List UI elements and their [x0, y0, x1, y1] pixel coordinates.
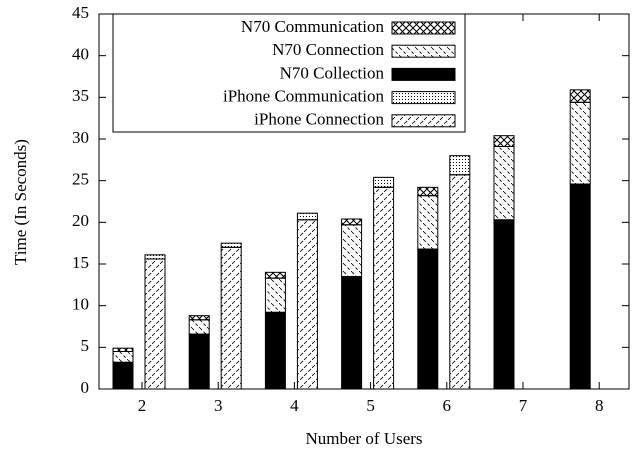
bar-segment	[188, 333, 210, 390]
bar-segment	[341, 276, 363, 390]
legend-swatch	[391, 21, 456, 35]
y-tick-label: 30	[72, 128, 89, 147]
bar-segment	[569, 183, 591, 390]
bar-segment	[220, 242, 242, 248]
bar-segment	[569, 101, 591, 185]
legend-label: iPhone Communication	[223, 87, 385, 106]
y-tick-label: 10	[72, 295, 89, 314]
bar-segment	[493, 146, 515, 221]
y-tick-label: 5	[81, 336, 90, 355]
bar-segment	[373, 176, 395, 188]
bar-segment	[264, 271, 286, 279]
bar-segment	[417, 186, 439, 197]
bar-segment	[341, 218, 363, 226]
legend-swatch	[391, 44, 456, 58]
x-tick-label: 5	[366, 396, 375, 415]
bar-segment	[341, 224, 363, 277]
y-axis-label: Time (In Seconds)	[11, 139, 30, 265]
bar-segment	[296, 219, 318, 390]
bar-segment	[493, 219, 515, 390]
bar-segment	[264, 311, 286, 390]
bar-segment	[112, 351, 134, 363]
legend-swatch	[391, 114, 456, 128]
bar-segment	[264, 277, 286, 313]
bar-segment	[188, 315, 210, 321]
legend-label: iPhone Connection	[254, 110, 384, 129]
bar-segment	[296, 212, 318, 221]
x-tick-label: 2	[138, 396, 147, 415]
legend-swatch	[391, 67, 456, 81]
y-tick-label: 25	[72, 170, 89, 189]
y-tick-label: 40	[72, 45, 89, 64]
x-tick-label: 8	[595, 396, 604, 415]
legend-label: N70 Communication	[241, 17, 385, 36]
bar-segment	[220, 246, 242, 390]
bar-segment	[373, 186, 395, 390]
y-tick-label: 15	[72, 253, 89, 272]
bar-segment	[188, 319, 210, 335]
x-tick-label: 6	[443, 396, 452, 415]
y-tick-label: 20	[72, 211, 89, 230]
bar-segment	[569, 89, 591, 103]
bar-segment	[449, 155, 471, 176]
bar-segment	[112, 361, 134, 390]
bar-segment	[417, 195, 439, 250]
bar-segment	[144, 258, 166, 390]
bar-segment	[493, 135, 515, 148]
y-tick-label: 0	[81, 378, 90, 397]
y-tick-label: 45	[72, 3, 89, 22]
legend-label: N70 Collection	[280, 63, 385, 82]
bar-segment	[144, 254, 166, 260]
x-axis-label: Number of Users	[305, 429, 422, 448]
bar-segment	[449, 174, 471, 390]
legend-label: N70 Connection	[272, 40, 384, 59]
y-tick-label: 35	[72, 86, 89, 105]
legend-swatch	[391, 91, 456, 105]
x-tick-label: 3	[214, 396, 223, 415]
bar-segment	[417, 248, 439, 390]
bar-segment	[112, 347, 134, 352]
x-tick-label: 7	[519, 396, 528, 415]
x-tick-label: 4	[290, 396, 299, 415]
